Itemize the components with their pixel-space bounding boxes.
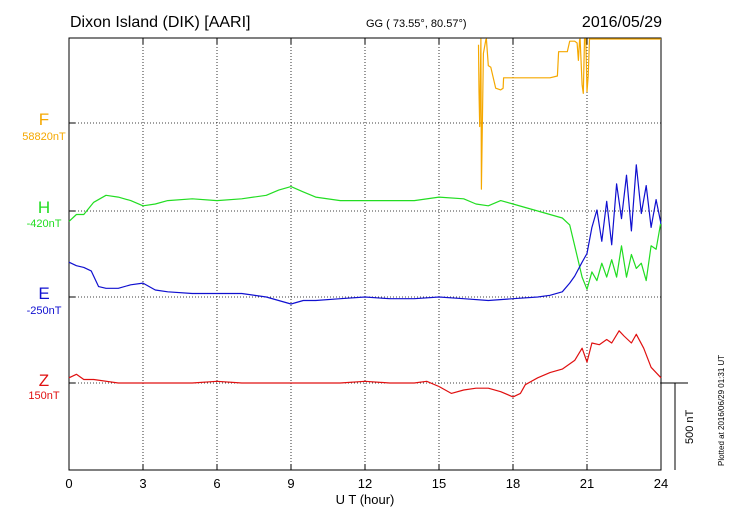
x-tick-label: 12 xyxy=(358,476,372,491)
date-label: 2016/05/29 xyxy=(582,14,662,31)
series-name-h: H xyxy=(38,198,50,217)
series-line-f xyxy=(477,38,661,190)
series-name-z: Z xyxy=(39,371,49,390)
series-baseline-h: -420nT xyxy=(27,218,62,230)
chart-title: Dixon Island (DIK) [AARI] xyxy=(70,14,251,31)
series-baseline-f: 58820nT xyxy=(22,131,66,143)
grid xyxy=(69,38,661,470)
x-tick-label: 9 xyxy=(287,476,294,491)
x-tick-label: 21 xyxy=(580,476,594,491)
x-tick-label: 18 xyxy=(506,476,520,491)
series-line-e xyxy=(68,164,662,305)
x-axis-label: U T (hour) xyxy=(336,492,395,507)
scale-bar: 500 nT xyxy=(661,382,696,470)
x-tick-label: 6 xyxy=(213,476,220,491)
series-baseline-e: -250nT xyxy=(27,305,62,317)
x-tick-label: 15 xyxy=(432,476,446,491)
x-tick-label: 3 xyxy=(139,476,146,491)
series-line-h xyxy=(68,186,662,290)
series-name-e: E xyxy=(38,284,49,303)
series-baseline-z: 150nT xyxy=(28,390,59,402)
series-name-f: F xyxy=(39,110,49,129)
coordinates-label: GG ( 73.55°, 80.57°) xyxy=(366,18,467,30)
series-line-z xyxy=(68,330,662,398)
x-tick-label: 24 xyxy=(654,476,668,491)
x-tick-label: 0 xyxy=(65,476,72,491)
plotted-timestamp: Plotted at 2016/06/29 01:31 UT xyxy=(717,355,726,466)
scale-label: 500 nT xyxy=(684,409,696,444)
series-layer xyxy=(68,38,662,398)
x-axis: 0 3 6 9 12 15 18 21 24 xyxy=(65,38,668,491)
